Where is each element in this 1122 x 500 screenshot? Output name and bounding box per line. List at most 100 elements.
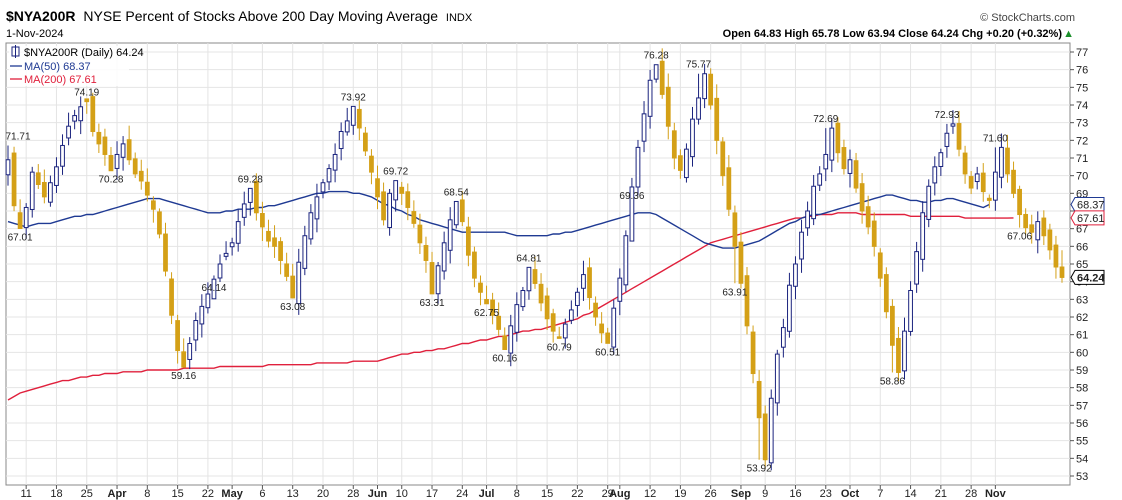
- candle-body: [175, 320, 180, 352]
- candle-body: [514, 304, 520, 333]
- x-tick-label: 28: [965, 488, 977, 500]
- price-annotation: 60.51: [595, 347, 620, 358]
- candle-body: [702, 73, 707, 100]
- candle-body: [635, 146, 641, 188]
- price-annotation: 60.16: [492, 354, 517, 365]
- candle-body: [1017, 188, 1022, 216]
- candle-body: [66, 125, 71, 139]
- candle-body: [320, 182, 326, 193]
- candle-body: [78, 106, 84, 122]
- candle-body: [774, 353, 780, 404]
- price-annotation: 53.92: [747, 464, 772, 475]
- candle-body: [914, 251, 919, 285]
- y-axis: 5354555657585960616263646566676869707172…: [1070, 47, 1088, 483]
- x-tick-label: Jul: [479, 488, 495, 500]
- last-value-tags: 68.37 67.61 64.24: [1070, 196, 1105, 285]
- candle-body: [696, 97, 701, 120]
- x-tick-label: Aug: [609, 488, 630, 500]
- candle-body: [223, 252, 229, 257]
- candle-body: [562, 323, 568, 339]
- candle-body: [90, 96, 96, 132]
- candle-body: [453, 200, 459, 226]
- candle-body: [435, 265, 441, 295]
- candle-body: [41, 181, 47, 198]
- candle-body: [968, 176, 974, 189]
- candle-body: [538, 283, 544, 304]
- candle-body: [144, 181, 150, 196]
- y-tick-label: 57: [1076, 400, 1088, 412]
- brand-label: © StockCharts.com: [980, 12, 1075, 24]
- x-tick-label: 22: [202, 488, 214, 500]
- candle-body: [326, 168, 332, 183]
- candle-body: [96, 131, 102, 145]
- candle-body: [1059, 266, 1065, 278]
- x-tick-label: 28: [347, 488, 359, 500]
- candle-body: [962, 152, 968, 175]
- x-tick-label: 14: [904, 488, 916, 500]
- price-annotation: 63.08: [280, 302, 305, 313]
- price-annotation: 64.14: [201, 283, 226, 294]
- candle-body: [823, 153, 829, 170]
- y-tick-label: 54: [1076, 453, 1088, 465]
- candle-body: [138, 170, 144, 182]
- candle-body: [665, 86, 671, 127]
- candle-body: [484, 299, 489, 305]
- symbol: $NYA200R: [6, 8, 76, 24]
- y-tick-label: 59: [1076, 365, 1088, 377]
- candle-body: [883, 274, 889, 313]
- candle-body: [871, 220, 877, 247]
- candle-body: [859, 183, 865, 212]
- candle-body: [54, 166, 59, 186]
- candle-body: [1047, 229, 1053, 251]
- candle-body: [841, 147, 847, 170]
- candle-body: [684, 148, 689, 179]
- x-tick-label: 18: [50, 488, 62, 500]
- candle-body: [587, 267, 592, 299]
- candle-body: [932, 166, 938, 184]
- candle-body: [780, 327, 786, 348]
- candle-body: [611, 307, 617, 348]
- candle-body: [193, 320, 199, 341]
- candle-body: [151, 200, 156, 210]
- y-tick-label: 58: [1076, 383, 1088, 395]
- candle-body: [926, 185, 932, 220]
- legend: $NYA200R (Daily) 64.24 MA(50) 68.37 MA(2…: [10, 45, 144, 86]
- candle-body: [1029, 224, 1035, 233]
- candle-body: [253, 180, 259, 214]
- candle-body: [405, 191, 411, 208]
- x-tick-label: 19: [674, 488, 686, 500]
- price-annotation: 68.54: [444, 187, 469, 198]
- candle-body: [332, 153, 338, 171]
- candle-body: [284, 263, 290, 277]
- x-tick-label: 21: [935, 488, 947, 500]
- candle-body: [447, 219, 453, 251]
- legend-main: $NYA200R (Daily) 64.24: [24, 47, 144, 59]
- price-annotation: 69.36: [619, 191, 644, 202]
- candle-body: [496, 315, 502, 330]
- x-tick-label: 8: [144, 488, 150, 500]
- candle-body: [1053, 244, 1059, 268]
- candle-body: [653, 64, 659, 80]
- legend-ma50: MA(50) 68.37: [24, 61, 91, 73]
- candle-body: [302, 235, 308, 269]
- candle-body: [278, 241, 283, 261]
- x-tick-label: 25: [81, 488, 93, 500]
- x-tick-label: Apr: [108, 488, 128, 500]
- candle-series: [5, 48, 1065, 471]
- chg-up-arrow-icon: ▲: [1063, 28, 1074, 40]
- x-tick-label: 15: [171, 488, 183, 500]
- candle-body: [956, 123, 962, 150]
- x-tick-label: 10: [396, 488, 408, 500]
- candle-body: [544, 295, 550, 320]
- candle-body: [690, 118, 695, 158]
- candle-body: [623, 235, 629, 286]
- price-annotation: 64.81: [516, 253, 541, 264]
- exchange-label: INDX: [446, 12, 473, 24]
- candle-body: [920, 212, 926, 260]
- candle-body: [181, 351, 187, 368]
- price-annotation: 60.79: [547, 342, 572, 353]
- candle-body: [756, 380, 762, 419]
- candle-body: [805, 210, 810, 229]
- candle-body: [992, 171, 998, 201]
- candle-body: [393, 180, 399, 201]
